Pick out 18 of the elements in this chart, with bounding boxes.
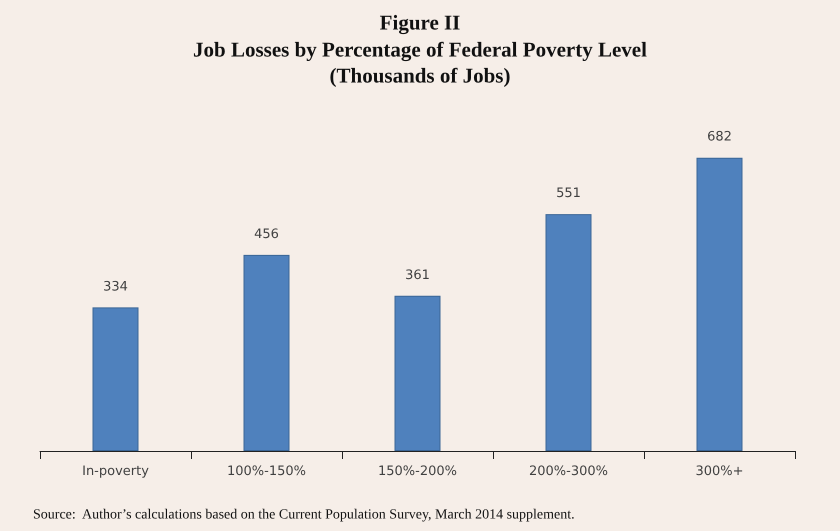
bar xyxy=(244,254,290,451)
bar xyxy=(696,158,742,451)
chart-title: Figure II Job Losses by Percentage of Federal Poverty Level xyxy=(193,10,648,62)
x-tick-label: 150%-200% xyxy=(378,464,458,479)
data-label: 361 xyxy=(405,268,430,283)
data-label: 682 xyxy=(707,130,732,145)
x-tick-label: 200%-300% xyxy=(528,464,608,479)
x-tick-label: In-poverty xyxy=(82,464,150,479)
chart-subtitle: (Thousands of Jobs) xyxy=(330,64,510,88)
bar xyxy=(546,214,592,451)
data-label: 456 xyxy=(254,226,279,242)
x-tick-label: 300%+ xyxy=(695,464,744,479)
bar xyxy=(92,307,138,451)
source-note: Source: Author’s calculations based on the Current Population Survey, March 2014 supplement. xyxy=(33,508,575,522)
data-label: 334 xyxy=(103,279,128,294)
x-tick-label: 100%-150% xyxy=(226,464,306,479)
bar xyxy=(394,296,440,451)
data-label: 551 xyxy=(556,186,581,202)
